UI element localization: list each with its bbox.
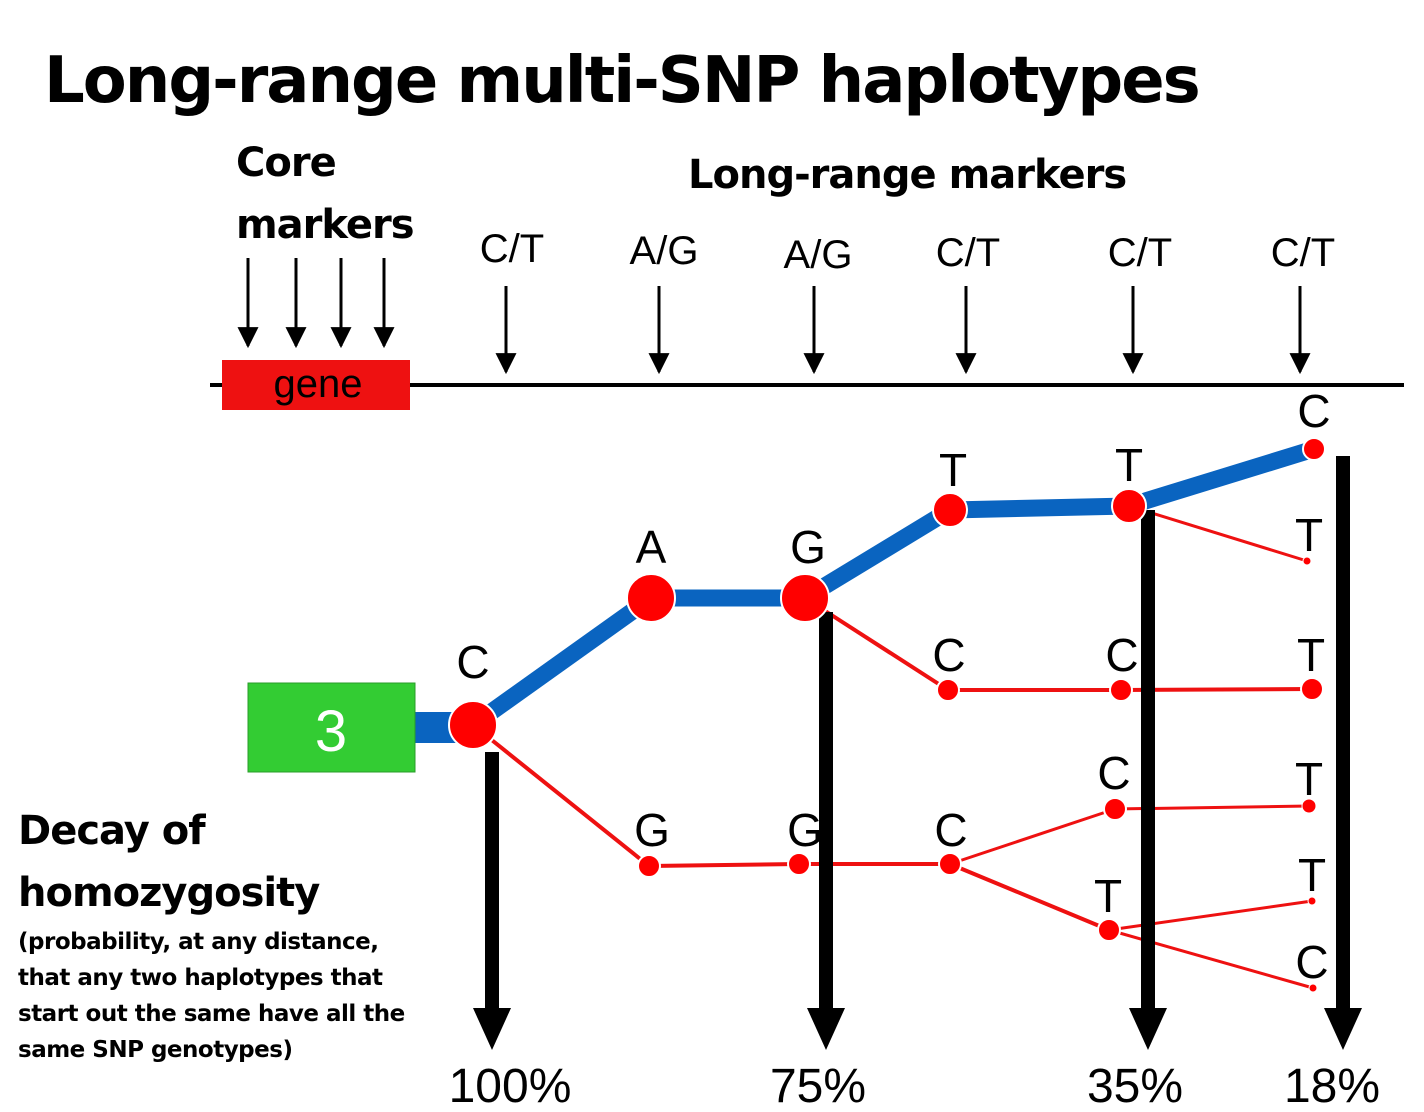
allele-node-c5 (1302, 437, 1326, 461)
allele-node-g2 (780, 573, 830, 623)
allele-label-t4d: T (1094, 870, 1122, 922)
decay-title-line2: homozygosity (18, 870, 320, 916)
allele-node-g2c (787, 852, 811, 876)
allele-label-g2: G (790, 521, 826, 573)
core-markers-line1: Core (236, 140, 337, 186)
marker-allele-label-2: A/G (630, 229, 699, 273)
allele-node-t5c (1301, 798, 1317, 814)
allele-label-t5c: T (1295, 753, 1323, 805)
decay-arrow-100-head (473, 1008, 511, 1050)
allele-label-c0: C (456, 636, 489, 688)
allele-label-g1c: G (634, 804, 670, 856)
decay-arrow-35-head (1129, 1008, 1167, 1050)
allele-label-t5d: T (1298, 849, 1326, 901)
branch-haplotype-edge-13 (949, 807, 1116, 866)
marker-allele-label-3: A/G (784, 233, 853, 277)
gene-box (222, 360, 410, 410)
allele-node-t3 (932, 492, 968, 528)
allele-label-g2c: G (787, 804, 823, 856)
decay-value-2: 75% (770, 1060, 866, 1112)
allele-node-c4b (1109, 678, 1133, 702)
allele-node-c3c (938, 852, 962, 876)
branch-haplotype-edge-6 (1128, 504, 1308, 563)
decay-value-1: 100% (449, 1060, 572, 1112)
decay-title: Decay of homozygosity (18, 800, 320, 924)
haplotype-box (247, 682, 416, 773)
gene-label: gene (274, 362, 363, 406)
allele-label-t5a: T (1295, 509, 1323, 561)
allele-node-c4c (1103, 797, 1127, 821)
allele-label-c5d: C (1295, 936, 1328, 988)
marker-allele-label-1: C/T (480, 227, 544, 271)
allele-node-a1 (626, 573, 676, 623)
core-markers-line2: markers (236, 202, 415, 248)
main-haplotype-edge-3 (800, 502, 955, 606)
allele-label-c3b: C (932, 629, 965, 681)
branch-haplotype-edge-17 (1108, 928, 1314, 990)
marker-allele-label-5: C/T (1108, 231, 1172, 275)
allele-node-t5d (1307, 896, 1317, 906)
allele-node-t5a (1302, 556, 1312, 566)
long-range-markers-label: Long-range markers (688, 152, 1127, 198)
diagram-title: Long-range multi-SNP haplotypes (44, 44, 1201, 118)
haplotype-box-label: 3 (315, 699, 347, 764)
core-markers-label: Core markers (236, 132, 415, 256)
allele-label-c3c: C (934, 804, 967, 856)
chromosome: gene C/T A/G A/G C/T C/T C/T 3 (210, 227, 1404, 773)
decay-arrows: 100% 75% 35% 18% (449, 456, 1380, 1112)
decay-arrow-18-head (1324, 1008, 1362, 1050)
main-haplotype-edge-4 (949, 497, 1130, 519)
allele-label-t3: T (939, 444, 967, 496)
haplotype-edges (468, 440, 1317, 990)
decay-value-4: 18% (1284, 1060, 1380, 1112)
allele-label-t5b: T (1297, 629, 1325, 681)
allele-node-c3b (936, 678, 960, 702)
branch-haplotype-edge-15 (949, 862, 1110, 932)
branch-haplotype-edge-10 (471, 723, 651, 868)
allele-label-c4c: C (1097, 747, 1130, 799)
allele-node-g1c (637, 854, 661, 878)
decay-arrow-75-head (807, 1008, 845, 1050)
branch-haplotype-edge-11 (648, 862, 800, 868)
decay-value-3: 35% (1087, 1060, 1183, 1112)
allele-node-c0 (448, 700, 498, 750)
allele-label-c5: C (1297, 385, 1330, 437)
main-haplotype-edge-1 (468, 591, 656, 732)
marker-allele-label-6: C/T (1271, 231, 1335, 275)
allele-node-c5d (1308, 983, 1318, 993)
allele-node-t4d (1097, 918, 1121, 942)
allele-label-t4: T (1115, 439, 1143, 491)
allele-label-a1: A (636, 521, 667, 573)
allele-node-t4 (1111, 488, 1147, 524)
main-haplotype-edge-5 (1126, 440, 1317, 515)
branch-haplotype-edge-16 (1108, 899, 1313, 932)
decay-note: (probability, at any distance, that any … (18, 929, 405, 1063)
decay-title-line1: Decay of (18, 808, 206, 854)
marker-allele-label-4: C/T (936, 231, 1000, 275)
allele-node-t5b (1300, 677, 1324, 701)
allele-label-c4b: C (1105, 629, 1138, 681)
